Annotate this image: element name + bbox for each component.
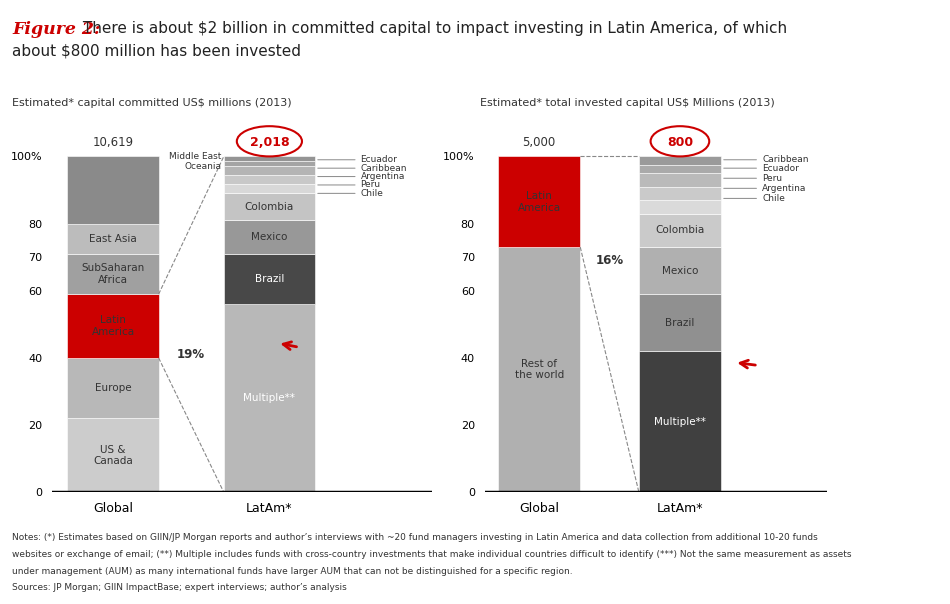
Text: Ecuador: Ecuador xyxy=(724,164,799,173)
Text: Peru: Peru xyxy=(317,181,381,190)
Text: under management (AUM) as many international funds have larger AUM that can not : under management (AUM) as many internati… xyxy=(12,567,573,576)
Bar xyxy=(639,173,721,187)
Bar xyxy=(224,167,315,175)
Text: Multiple**: Multiple** xyxy=(654,417,706,427)
Bar xyxy=(639,294,721,351)
Text: Chile: Chile xyxy=(724,194,785,203)
Text: Argentina: Argentina xyxy=(724,184,807,193)
Text: 16%: 16% xyxy=(596,254,623,267)
Bar xyxy=(224,156,315,161)
Bar xyxy=(639,351,721,492)
Text: Colombia: Colombia xyxy=(656,225,705,236)
Bar xyxy=(639,165,721,173)
Text: 10,619: 10,619 xyxy=(92,137,134,149)
Text: Brazil: Brazil xyxy=(255,274,284,284)
Bar xyxy=(639,247,721,294)
Bar xyxy=(67,419,159,492)
Text: Large
international funds
typically focus
on multiple
countries: Large international funds typically focu… xyxy=(784,328,911,401)
Text: Sources: JP Morgan; GIIN ImpactBase; expert interviews; author’s analysis: Sources: JP Morgan; GIIN ImpactBase; exp… xyxy=(12,583,347,593)
Bar xyxy=(67,294,159,358)
Text: about $800 million has been invested: about $800 million has been invested xyxy=(12,43,301,59)
Text: Estimated* total invested capital US$ Millions (2013): Estimated* total invested capital US$ Mi… xyxy=(480,98,774,108)
Text: There is about $2 billion in committed capital to impact investing in Latin Amer: There is about $2 billion in committed c… xyxy=(78,21,787,36)
Text: US &
Canada: US & Canada xyxy=(93,445,133,466)
Text: Latin
America: Latin America xyxy=(91,315,135,337)
Text: Europe: Europe xyxy=(95,383,131,393)
Bar xyxy=(639,156,721,165)
Bar xyxy=(67,254,159,294)
Bar xyxy=(639,213,721,247)
Text: 19%: 19% xyxy=(177,348,205,361)
Bar xyxy=(639,187,721,200)
Text: Ecuador: Ecuador xyxy=(317,155,397,164)
Text: Caribbean: Caribbean xyxy=(317,164,408,173)
Bar xyxy=(498,156,580,247)
Text: $10.6B Capital committed to impact investment globally...: $10.6B Capital committed to impact inves… xyxy=(55,71,421,85)
Text: 800: 800 xyxy=(667,137,693,149)
Bar xyxy=(224,304,315,492)
Text: Latin
America: Latin America xyxy=(518,191,560,213)
Text: Caribbean: Caribbean xyxy=(724,155,808,164)
Text: Argentina: Argentina xyxy=(317,172,405,181)
Bar xyxy=(67,156,159,223)
Text: Mexico: Mexico xyxy=(662,266,698,275)
Text: 2,018: 2,018 xyxy=(250,137,289,149)
Text: SubSaharan
Africa: SubSaharan Africa xyxy=(82,263,144,284)
Text: Chile: Chile xyxy=(317,189,384,198)
Bar xyxy=(498,247,580,492)
Bar xyxy=(67,358,159,419)
Text: Estimated* capital committed US$ millions (2013): Estimated* capital committed US$ million… xyxy=(12,98,292,108)
Bar xyxy=(639,200,721,213)
Bar xyxy=(224,161,315,167)
Bar xyxy=(224,254,315,304)
Bar xyxy=(224,220,315,254)
Text: Rest of
the world: Rest of the world xyxy=(515,359,564,381)
Text: websites or exchange of email; (**) Multiple includes funds with cross-country i: websites or exchange of email; (**) Mult… xyxy=(12,550,852,559)
Bar xyxy=(67,223,159,254)
Text: Notes: (*) Estimates based on GIIN/JP Morgan reports and author’s interviews wit: Notes: (*) Estimates based on GIIN/JP Mo… xyxy=(12,533,818,542)
Bar xyxy=(224,175,315,184)
Bar xyxy=(224,193,315,220)
Text: Brazil is largest
with ~$300M
in capital
committed: Brazil is largest with ~$300M in capital… xyxy=(321,315,425,373)
Text: Figure 2:: Figure 2: xyxy=(12,21,101,38)
Text: East Asia: East Asia xyxy=(89,234,137,243)
Text: ...of which ~$5B has actually been invested, $800M in LAC: ...of which ~$5B has actually been inves… xyxy=(542,69,879,86)
Text: Peru: Peru xyxy=(724,174,782,183)
Text: Mexico: Mexico xyxy=(251,232,288,242)
Text: Multiple**: Multiple** xyxy=(243,393,295,403)
Text: Middle East
Oceania: Middle East Oceania xyxy=(169,152,221,171)
Text: Colombia: Colombia xyxy=(245,202,294,212)
Text: 5,000: 5,000 xyxy=(522,137,556,149)
Text: Brazil: Brazil xyxy=(665,318,694,327)
Bar xyxy=(224,184,315,193)
